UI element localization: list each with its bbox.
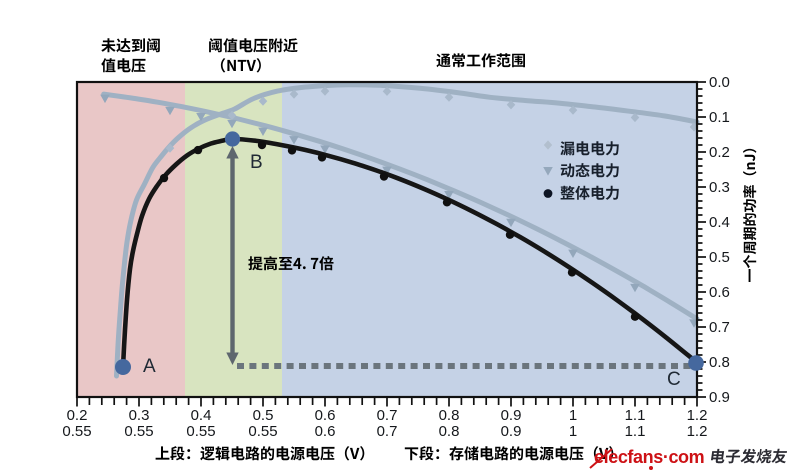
svg-text:0.8: 0.8 (439, 407, 460, 424)
svg-text:1: 1 (569, 423, 577, 440)
svg-text:0.9: 0.9 (501, 407, 522, 424)
svg-text:0.55: 0.55 (248, 423, 277, 440)
svg-text:1.2: 1.2 (687, 407, 708, 424)
svg-text:0.6: 0.6 (315, 423, 336, 440)
svg-text:1.2: 1.2 (687, 423, 708, 440)
svg-text:0.8: 0.8 (439, 423, 460, 440)
svg-text:1.1: 1.1 (625, 423, 646, 440)
svg-text:0.5: 0.5 (709, 249, 730, 266)
svg-text:0.3: 0.3 (709, 179, 730, 196)
svg-text:0.55: 0.55 (62, 423, 91, 440)
svg-text:0.9: 0.9 (709, 389, 730, 406)
svg-text:0.55: 0.55 (124, 423, 153, 440)
svg-text:0.2: 0.2 (709, 144, 730, 161)
svg-text:0.0: 0.0 (709, 74, 730, 91)
svg-text:1: 1 (569, 407, 577, 424)
svg-text:A: A (143, 356, 156, 377)
svg-text:0.7: 0.7 (709, 319, 730, 336)
svg-text:0.6: 0.6 (315, 407, 336, 424)
svg-text:1.1: 1.1 (625, 407, 646, 424)
svg-text:0.4: 0.4 (191, 407, 212, 424)
svg-text:elecfans·com: elecfans·com (594, 447, 704, 467)
svg-text:0.7: 0.7 (377, 423, 398, 440)
svg-text:0.6: 0.6 (709, 284, 730, 301)
svg-text:B: B (250, 152, 263, 173)
svg-text:0.4: 0.4 (709, 214, 730, 231)
svg-text:0.2: 0.2 (67, 407, 88, 424)
svg-text:0.9: 0.9 (501, 423, 522, 440)
svg-text:0.8: 0.8 (709, 354, 730, 371)
svg-text:C: C (667, 369, 681, 390)
svg-text:0.5: 0.5 (253, 407, 274, 424)
svg-text:0.7: 0.7 (377, 407, 398, 424)
svg-text:0.1: 0.1 (709, 109, 730, 126)
svg-text:0.3: 0.3 (129, 407, 150, 424)
svg-text:0.55: 0.55 (186, 423, 215, 440)
